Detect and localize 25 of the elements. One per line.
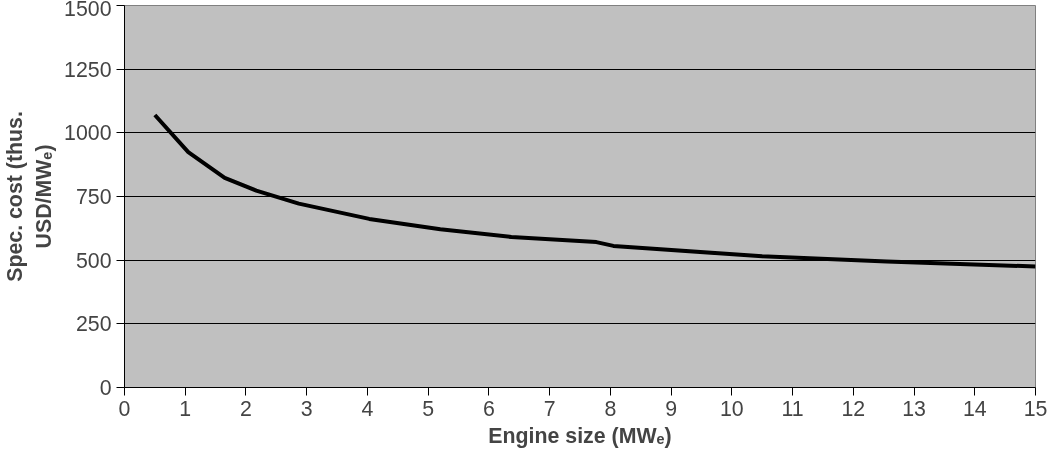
- x-tick-label: 11: [781, 396, 804, 421]
- x-tick-label: 8: [604, 396, 617, 421]
- x-tick-label: 10: [719, 396, 744, 421]
- y-tick-label: 500: [75, 248, 112, 273]
- x-tick-label: 0: [118, 396, 131, 421]
- y-tick-label: 0: [99, 376, 112, 400]
- x-tick-label: 9: [665, 396, 678, 421]
- y-tick-label: 750: [75, 185, 112, 209]
- x-tick-label: 3: [300, 396, 313, 421]
- x-tick-label: 12: [841, 396, 866, 421]
- x-tick-label: 2: [240, 396, 252, 421]
- x-tick-label: 14: [962, 396, 987, 421]
- x-axis-title: Engine size (MWₑ): [488, 423, 672, 448]
- x-tick-label: 1: [179, 396, 192, 421]
- y-tick-label: 250: [75, 312, 112, 337]
- x-tick-label: 6: [482, 396, 495, 421]
- x-tick-label: 4: [361, 396, 374, 421]
- y-tick-label: 1500: [64, 0, 112, 21]
- y-axis-title: Spec. cost (thus. USD/MWₑ): [3, 111, 57, 282]
- x-tick-label: 15: [1023, 396, 1048, 421]
- y-tick-label: 1250: [64, 57, 112, 82]
- x-tick-label: 7: [543, 396, 556, 421]
- x-tick-label: 5: [422, 396, 435, 421]
- x-tick-label: 13: [902, 396, 926, 421]
- y-tick-label: 1000: [64, 121, 112, 146]
